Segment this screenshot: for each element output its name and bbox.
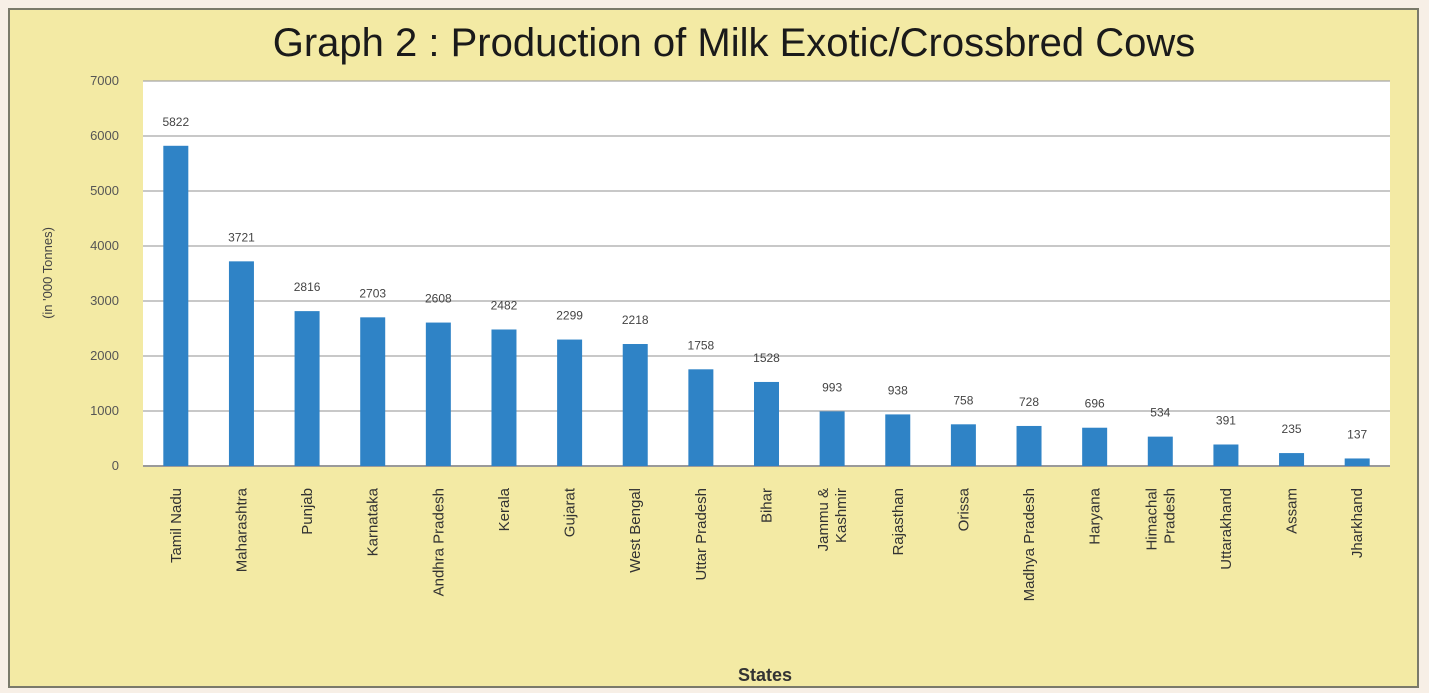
data-label: 2482 (491, 298, 518, 312)
data-label: 391 (1216, 413, 1236, 427)
x-tick-label: Andhra Pradesh (430, 488, 447, 596)
bar (1147, 436, 1173, 466)
gridlines (143, 80, 1390, 467)
data-label: 1758 (688, 338, 715, 352)
y-tick-label: 1000 (90, 403, 119, 418)
y-tick-label: 5000 (90, 183, 119, 198)
bar (557, 339, 583, 466)
x-tick-label: HimachalPradesh (1143, 488, 1178, 551)
x-tick-label: Orissa (955, 487, 972, 531)
x-tick-label: Maharashtra (233, 487, 250, 572)
chart-title: Graph 2 : Production of Milk Exotic/Cros… (273, 21, 1196, 65)
x-tick-label: Madhya Pradesh (1021, 488, 1038, 601)
y-axis-label: (in '000 Tonnes) (40, 227, 55, 319)
data-label: 728 (1019, 395, 1039, 409)
bar (622, 344, 648, 466)
y-ticks: 0 1000 2000 3000 4000 5000 6000 7000 (90, 73, 119, 473)
data-label: 235 (1282, 422, 1302, 436)
bar (1344, 458, 1370, 466)
y-tick-label: 6000 (90, 128, 119, 143)
bar (1279, 453, 1305, 466)
data-label: 2816 (294, 280, 321, 294)
bar (1082, 427, 1108, 466)
data-label: 2218 (622, 313, 649, 327)
bar (885, 414, 911, 466)
x-tick-label: Rajasthan (890, 488, 907, 556)
y-tick-label: 2000 (90, 348, 119, 363)
x-tick-label: Jharkhand (1349, 488, 1366, 558)
data-label: 938 (888, 383, 908, 397)
x-axis-label: States (738, 665, 792, 685)
x-tick-label: Kerala (496, 487, 513, 531)
x-tick-label: West Bengal (627, 488, 644, 573)
bar (228, 261, 254, 466)
x-tick-label: Karnataka (365, 487, 382, 556)
bar (294, 311, 320, 466)
bars (163, 145, 1370, 467)
bar (754, 381, 779, 466)
x-tick-label: Gujarat (562, 487, 579, 537)
x-tick-label: Haryana (1087, 487, 1104, 544)
data-label: 1528 (753, 351, 780, 365)
bar (360, 317, 386, 466)
bar (163, 145, 189, 467)
x-tick-label: Tamil Nadu (168, 488, 185, 563)
data-label: 993 (822, 380, 842, 394)
bar (491, 329, 517, 466)
y-tick-label: 0 (112, 458, 119, 473)
y-tick-label: 7000 (90, 73, 119, 88)
data-label: 3721 (228, 230, 255, 244)
data-label: 5822 (162, 115, 189, 129)
bar (1016, 425, 1042, 466)
x-tick-label: Punjab (299, 488, 316, 535)
data-label: 2299 (556, 309, 583, 323)
data-label: 696 (1085, 397, 1105, 411)
data-label: 534 (1150, 406, 1170, 420)
x-tick-label: Bihar (759, 488, 776, 523)
data-label: 137 (1347, 427, 1367, 441)
y-tick-label: 3000 (90, 293, 119, 308)
data-labels: 5822 3721 2816 2703 2608 2482 2299 2218 1758 1528… (162, 115, 1367, 442)
bar (688, 369, 714, 466)
x-tick-label: Assam (1284, 488, 1301, 534)
y-tick-label: 4000 (90, 238, 119, 253)
data-label: 2703 (359, 286, 386, 300)
bar (425, 322, 451, 466)
bar (819, 411, 845, 466)
data-label: 2608 (425, 292, 452, 306)
data-label: 758 (953, 393, 973, 407)
x-tick-labels: Tamil Nadu Maharashtra Punjab Karnataka Andh… (168, 487, 1366, 601)
bar (950, 424, 976, 466)
x-tick-label: Jammu &Kashmir (815, 488, 850, 551)
x-tick-label: Uttarakhand (1218, 488, 1235, 570)
bar (1213, 444, 1239, 466)
x-tick-label: Uttar Pradesh (693, 488, 710, 581)
